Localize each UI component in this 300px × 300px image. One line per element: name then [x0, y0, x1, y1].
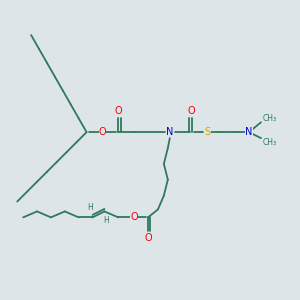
Text: O: O [99, 127, 106, 137]
Text: CH₃: CH₃ [263, 138, 277, 147]
Text: N: N [245, 127, 253, 137]
Text: O: O [115, 106, 122, 116]
Text: O: O [130, 212, 138, 222]
Text: H: H [103, 216, 109, 225]
Text: H: H [88, 203, 93, 212]
Text: O: O [144, 233, 152, 243]
Text: CH₃: CH₃ [263, 114, 277, 123]
Text: N: N [166, 127, 173, 137]
Text: S: S [204, 127, 211, 137]
Text: O: O [188, 106, 195, 116]
